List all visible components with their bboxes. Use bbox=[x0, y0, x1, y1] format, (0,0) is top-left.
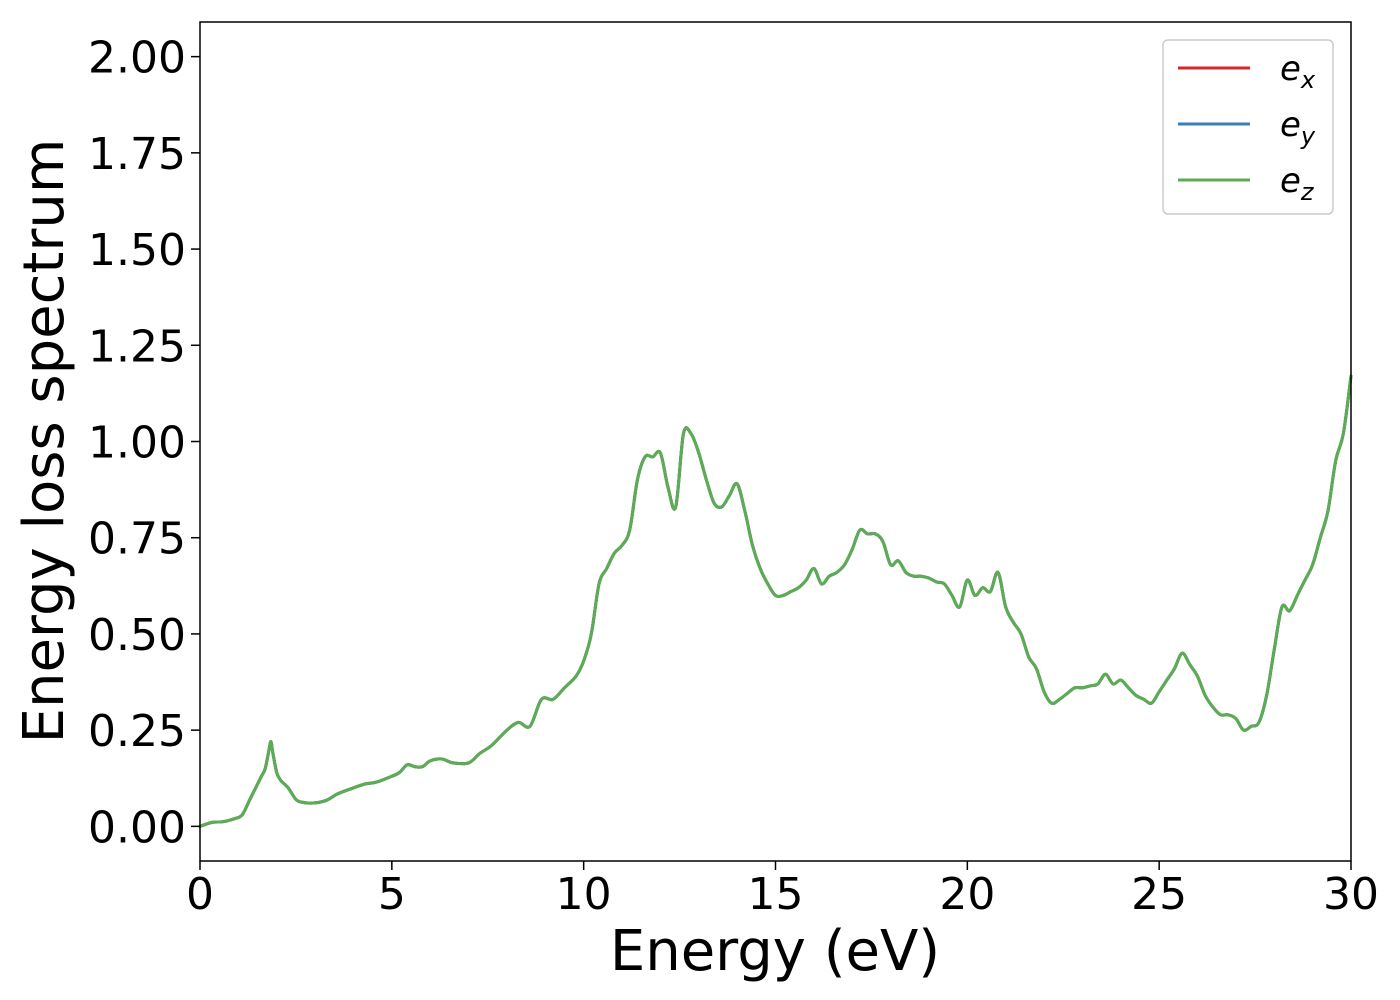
y-tick-label: 0.50 bbox=[88, 610, 186, 661]
legend-label-e-y: ey bbox=[1280, 105, 1316, 150]
x-tick-label: 15 bbox=[748, 869, 804, 920]
legend-box bbox=[1162, 39, 1334, 215]
x-tick-label: 10 bbox=[556, 869, 612, 920]
x-tick-label: 25 bbox=[1131, 869, 1187, 920]
x-axis-title: Energy (eV) bbox=[610, 919, 940, 984]
y-axis: 0.00 0.25 0.50 0.75 1.00 1.25 1.50 1.75 2.00 bbox=[88, 33, 200, 853]
y-tick-label: 2.00 bbox=[88, 33, 186, 84]
y-tick-label: 0.25 bbox=[88, 706, 186, 757]
legend: ex ey ez bbox=[1162, 39, 1334, 215]
series-line-e-z bbox=[198, 374, 1353, 828]
y-tick-label: 1.25 bbox=[88, 321, 186, 372]
y-tick-label: 1.75 bbox=[88, 129, 186, 180]
legend-label-e-x: ex bbox=[1280, 49, 1316, 94]
x-tick-label: 0 bbox=[186, 869, 214, 920]
y-axis-title: Energy loss spectrum bbox=[12, 139, 77, 744]
x-tick-label: 30 bbox=[1323, 869, 1379, 920]
y-tick-label: 0.00 bbox=[88, 802, 186, 853]
y-tick-label: 0.75 bbox=[88, 514, 186, 565]
y-tick-label: 1.50 bbox=[88, 225, 186, 276]
x-tick-label: 5 bbox=[378, 869, 406, 920]
x-axis: 0 5 10 15 20 25 30 bbox=[186, 861, 1379, 920]
legend-label-e-z: ez bbox=[1280, 161, 1315, 206]
plot-area bbox=[198, 374, 1353, 828]
y-tick-label: 1.00 bbox=[88, 418, 186, 469]
x-tick-label: 20 bbox=[939, 869, 995, 920]
